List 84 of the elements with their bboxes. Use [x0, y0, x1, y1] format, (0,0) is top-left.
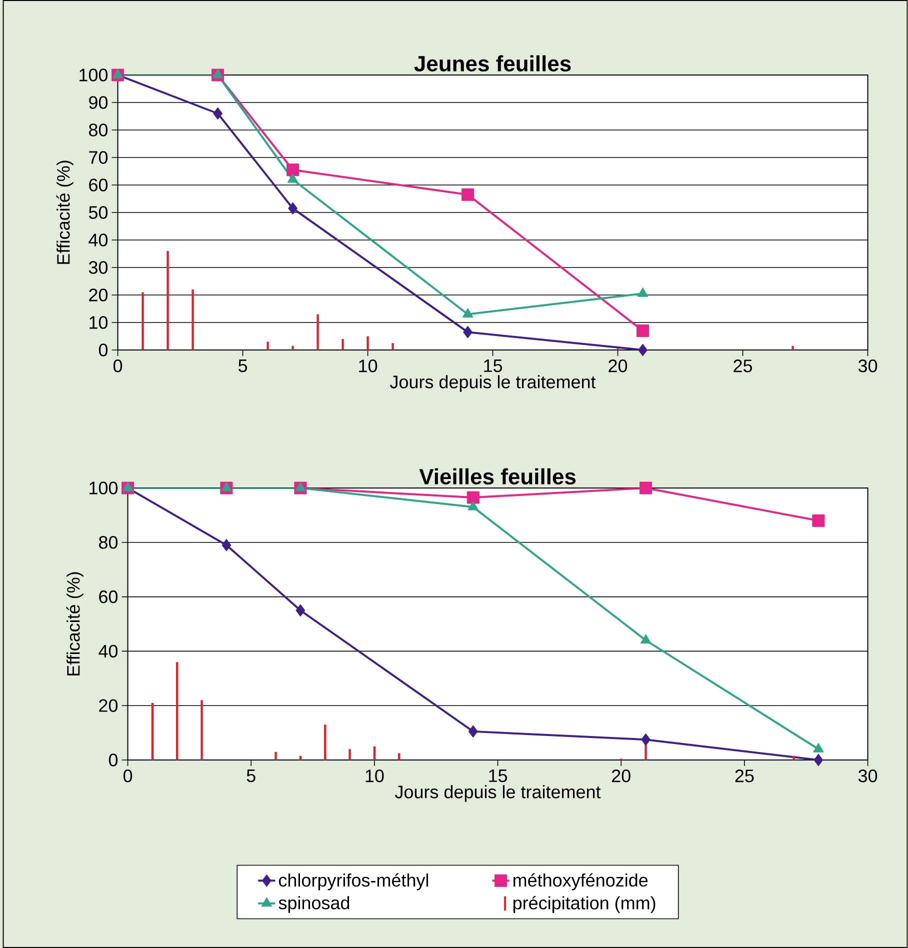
y-tick-label: 90 — [89, 96, 108, 109]
point — [112, 68, 124, 78]
bar — [151, 702, 154, 760]
point — [466, 491, 480, 504]
y-tick-label: 30 — [89, 261, 108, 274]
x-tick-label: 5 — [238, 360, 248, 372]
point — [296, 604, 306, 617]
point — [213, 107, 223, 120]
y-tick-label: 0 — [109, 754, 118, 766]
point — [462, 308, 474, 318]
point — [286, 164, 300, 176]
y-tick-label: 80 — [89, 124, 108, 136]
x-tick-label: 20 — [612, 770, 631, 782]
point — [222, 538, 232, 552]
x-tick-label: 5 — [246, 770, 256, 782]
y-tick-label: 20 — [89, 288, 108, 302]
point — [812, 514, 825, 527]
legend-label: spinosad — [278, 896, 350, 913]
x-tick-label: 15 — [484, 360, 502, 372]
point — [463, 326, 473, 338]
y-tick-label: 40 — [98, 644, 118, 658]
point — [468, 500, 479, 510]
y-tick-label: 50 — [89, 206, 108, 219]
legend-label: précipitation (mm) — [514, 896, 656, 913]
bar — [792, 346, 794, 350]
y-tick-label: 60 — [89, 178, 108, 192]
bar — [316, 314, 319, 350]
x-tick-label: 15 — [489, 770, 508, 782]
chart-title: Vieilles feuilles — [419, 468, 576, 484]
bar — [176, 662, 178, 760]
point — [287, 173, 298, 183]
x-tick-label: 30 — [858, 770, 878, 782]
bar — [792, 756, 795, 760]
y-tick-label: 100 — [80, 68, 108, 82]
x-tick-label: 25 — [735, 770, 754, 782]
bar — [266, 342, 269, 350]
bar — [398, 753, 400, 760]
point — [640, 482, 652, 494]
y-tick-label: 100 — [90, 482, 118, 494]
point — [814, 754, 824, 766]
x-tick-label: 10 — [366, 770, 384, 782]
y-tick-label: 60 — [99, 590, 118, 604]
bar — [274, 752, 277, 760]
y-tick-label: 40 — [88, 234, 108, 246]
point — [636, 324, 650, 337]
bar — [366, 336, 369, 350]
bar — [392, 343, 394, 350]
y-axis-title: Efficacité (%) — [66, 572, 84, 676]
point — [221, 482, 232, 492]
legend-label: chlorpyrifos-méthyl — [279, 873, 428, 890]
point — [212, 68, 224, 78]
point — [641, 733, 651, 746]
point — [468, 725, 478, 738]
y-tick-label: 10 — [90, 316, 108, 329]
x-tick-label: 0 — [124, 770, 132, 782]
x-axis-title: Jours depuis le traitement — [395, 785, 601, 802]
chart-title: Jeunes feuilles — [414, 55, 571, 72]
bar — [373, 746, 376, 760]
bar — [200, 700, 203, 760]
x-tick-label: 20 — [608, 360, 628, 372]
bar — [324, 724, 326, 760]
point — [638, 344, 648, 356]
bar — [166, 250, 169, 350]
y-tick-label: 20 — [99, 699, 118, 712]
bar — [192, 290, 194, 350]
bar — [292, 346, 294, 350]
x-tick-label: 25 — [734, 360, 752, 372]
bar — [142, 292, 144, 350]
point — [462, 188, 474, 201]
point — [288, 202, 298, 215]
point — [637, 287, 648, 297]
x-tick-label: 30 — [858, 360, 878, 372]
y-tick-label: 0 — [99, 344, 108, 356]
point — [640, 634, 652, 644]
point — [122, 482, 134, 492]
y-axis-title: Efficacité (%) — [56, 160, 74, 264]
legend-label: méthoxyfénozide — [514, 873, 648, 890]
bar — [342, 338, 344, 350]
y-tick-label: 80 — [99, 536, 118, 549]
point — [295, 482, 306, 492]
x-axis-title: Jours depuis le traitement — [390, 375, 596, 392]
x-tick-label: 10 — [359, 360, 378, 372]
bar — [348, 749, 351, 760]
y-tick-label: 70 — [89, 151, 108, 164]
